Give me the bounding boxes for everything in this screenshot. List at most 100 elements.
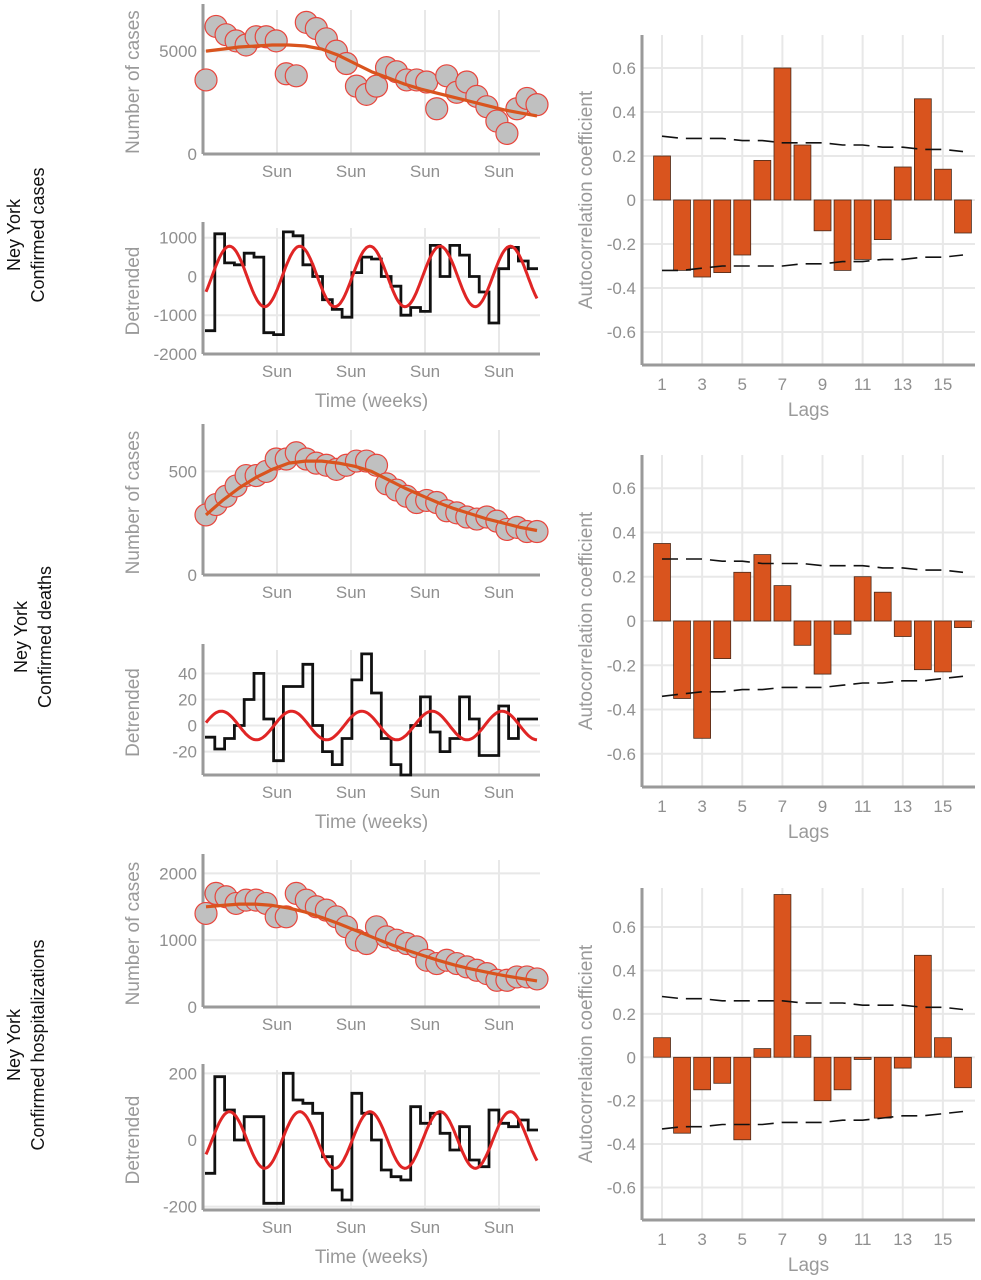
hosp-acf-panel-bar (673, 1056, 691, 1134)
cases-series-panel: 0 5000 Sun Sun Sun Sun Number of cases (123, 4, 549, 181)
cases-acf-panel-bar (934, 168, 952, 201)
deaths-detrended-panel-xtick-label: Sun (484, 783, 514, 802)
hosp-detrended-panel-xtick-label: Sun (262, 1218, 292, 1237)
hosp-detrended-panel-ylabel: Detrended (123, 1096, 144, 1185)
cases-series-panel-point (525, 93, 549, 117)
deaths-acf-panel-ytick-label: 0.4 (612, 523, 636, 542)
deaths-acf-panel-xtick-label: 11 (854, 797, 872, 816)
deaths-acf-panel-bar (853, 576, 872, 622)
cases-acf-panel-bar (833, 199, 852, 271)
row-label-hosp-line2: Confirmed hospitalizations (28, 939, 48, 1150)
deaths-detrended-panel-ylabel: Detrended (123, 668, 144, 757)
cases-acf-panel-xtick-label: 7 (778, 375, 787, 394)
cases-acf-panel-ylabel: Autocorrelation coefficient (576, 90, 597, 309)
cases-acf-panel-bar (793, 144, 812, 201)
hosp-acf-panel-bar (733, 1056, 752, 1141)
hosp-acf-panel-bar (713, 1056, 732, 1084)
cases-acf-panel: -0.6-0.4-0.200.20.40.61 3 5 7 9 11 13 15LagsAut… (576, 35, 975, 421)
cases-acf-panel-xtick-label: 9 (818, 375, 827, 394)
hosp-series-panel: 0 1000 2000 Sun Sun Sun Sun Number of cases (123, 854, 549, 1034)
hosp-acf-panel-xtick-label: 5 (738, 1230, 747, 1249)
hosp-detrended-panel-ytick-label: -200 (163, 1198, 197, 1217)
hosp-acf-panel-ylabel: Autocorrelation coefficient (576, 944, 597, 1163)
hosp-detrended-panel-sine-fit (204, 1110, 539, 1170)
deaths-acf-panel-xtick-label: 3 (697, 797, 706, 816)
deaths-acf-panel-bar (693, 620, 712, 739)
hosp-detrended-panel-ytick-label: 0 (188, 1131, 197, 1150)
hosp-series-panel-point (274, 905, 298, 929)
hosp-acf-panel-ytick-label: 0.2 (612, 1005, 636, 1024)
cases-series-panel-xtick-label: Sun (484, 162, 514, 181)
hosp-detrended-panel-ytick-label: 200 (169, 1064, 197, 1083)
hosp-series-panel-ylabel: Number of cases (123, 862, 144, 1006)
hosp-detrended-panel-xlabel: Time (weeks) (315, 1247, 428, 1268)
hosp-detrended-panel-xtick-label: Sun (410, 1218, 440, 1237)
hosp-detrended-panel-xtick-label: Sun (484, 1218, 514, 1237)
deaths-acf-panel-xtick-label: 13 (893, 797, 912, 816)
hosp-acf-panel-bar (793, 1035, 812, 1058)
deaths-series-panel-xtick-label: Sun (336, 583, 366, 602)
cases-series-panel-ylabel: Number of cases (123, 10, 144, 154)
cases-acf-panel-ytick-label: -0.4 (607, 279, 636, 298)
hosp-acf-panel-ytick-label: 0 (627, 1048, 636, 1067)
row-label-hosp-line1: Ney York (4, 1008, 24, 1081)
cases-detrended-panel-ytick-label: -1000 (154, 306, 197, 325)
cases-detrended-panel-ylabel: Detrended (123, 247, 144, 336)
hosp-acf-panel-ytick-label: 0.4 (612, 961, 636, 980)
cases-detrended-panel-xtick-label: Sun (484, 362, 514, 381)
hosp-acf-panel-xlabel: Lags (788, 1255, 829, 1276)
deaths-acf-panel-xtick-label: 9 (818, 797, 827, 816)
cases-acf-panel-bar (893, 166, 912, 201)
cases-detrended-panel-xtick-label: Sun (262, 362, 292, 381)
deaths-series-panel-ytick-label: 500 (169, 462, 197, 481)
deaths-acf-panel-upper-bound-line (662, 558, 964, 574)
deaths-detrended-panel-ytick-label: -20 (172, 743, 197, 762)
cases-acf-panel-xtick-label: 11 (854, 375, 872, 394)
cases-acf-panel-ytick-label: -0.2 (607, 235, 636, 254)
cases-series-panel-point (495, 121, 519, 146)
hosp-series-panel-trend-line (205, 902, 538, 983)
hosp-series-panel-xtick-label: Sun (262, 1015, 292, 1034)
cases-acf-panel-xtick-label: 5 (738, 375, 747, 394)
cases-series-panel-ytick-label: 5000 (159, 42, 197, 61)
deaths-acf-panel-ytick-label: 0 (627, 612, 636, 631)
cases-series-panel-point (284, 64, 308, 88)
cases-detrended-panel-sine-fit (204, 244, 539, 309)
deaths-acf-panel-bar (833, 620, 852, 635)
hosp-acf-panel-xtick-label: 7 (778, 1230, 787, 1249)
deaths-acf-panel-ytick-label: 0.2 (612, 568, 636, 587)
deaths-detrended-panel-xtick-label: Sun (262, 783, 292, 802)
cases-series-panel-xtick-label: Sun (336, 162, 366, 181)
hosp-series-panel-ytick-label: 0 (188, 998, 197, 1017)
deaths-series-panel: 0 500 Sun Sun Sun Sun Number of cases (123, 424, 549, 602)
hosp-acf-panel-bar (893, 1056, 912, 1069)
deaths-series-panel-xtick-label: Sun (484, 583, 514, 602)
cases-acf-panel-ytick-label: 0.2 (612, 147, 636, 166)
deaths-acf-panel-lower-bound-line (661, 675, 964, 698)
hosp-series-panel-xtick-label: Sun (410, 1015, 440, 1034)
deaths-acf-panel-xtick-label: 7 (778, 797, 787, 816)
cases-acf-panel-xtick-label: 1 (657, 375, 666, 394)
cases-acf-panel-xlabel: Lags (788, 400, 829, 421)
cases-acf-panel-ytick-label: 0 (627, 191, 636, 210)
deaths-detrended-panel-xtick-label: Sun (410, 783, 440, 802)
deaths-acf-panel-bar (753, 554, 772, 622)
deaths-acf-panel-bar (914, 620, 932, 671)
hosp-acf-panel-bar (653, 1037, 671, 1058)
cases-acf-panel-xtick-label: 3 (697, 375, 706, 394)
cases-series-panel-ytick-label: 0 (188, 145, 197, 164)
cases-acf-panel-bar (693, 199, 712, 278)
hosp-detrended-panel: -200 0 200 Sun Sun Sun Sun Detrended Time (weeks… (123, 1064, 540, 1268)
cases-detrended-panel: -2000 -1000 0 1000 Sun Sun Sun Sun Detrended Time… (123, 222, 540, 412)
cases-detrended-panel-xlabel: Time (weeks) (315, 391, 428, 412)
deaths-acf-panel-xtick-label: 1 (657, 797, 666, 816)
hosp-acf-panel-xtick-label: 9 (818, 1230, 827, 1249)
hosp-acf-panel-bar (813, 1056, 832, 1102)
hosp-acf-panel-bar (873, 1056, 892, 1119)
deaths-acf-panel-xtick-label: 5 (738, 797, 747, 816)
cases-acf-panel-bar (813, 199, 832, 232)
hosp-detrended-panel-step-line (205, 1071, 538, 1205)
hosp-series-panel-xtick-label: Sun (336, 1015, 366, 1034)
deaths-detrended-panel-step-line (205, 652, 538, 777)
